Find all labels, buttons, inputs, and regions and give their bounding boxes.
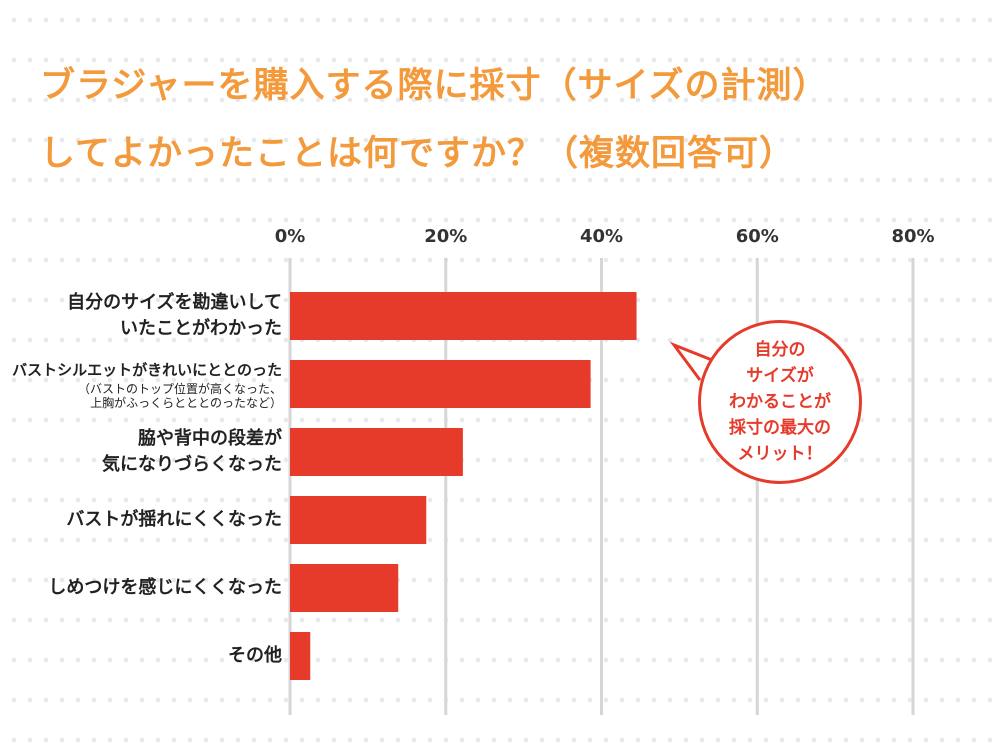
annotation-bubble: 自分の サイズが わかることが 採寸の最大の メリット！	[698, 320, 862, 484]
bar	[290, 632, 311, 680]
category-label: バストが揺れにくくなった	[66, 509, 282, 530]
tick-label: 80%	[891, 226, 934, 247]
bar	[290, 292, 637, 340]
category-label: 脇や背中の段差が 気になりづらくなった	[102, 428, 282, 475]
category-label: その他	[228, 645, 282, 666]
bar	[290, 428, 463, 476]
tick-label: 60%	[736, 226, 779, 247]
chart-title: ブラジャーを購入する際に採寸（サイズの計測）してよかったことは何ですか？（複数回…	[40, 66, 829, 174]
bar	[290, 496, 427, 544]
category-note: （バストのトップ位置が高くなった、 上胸がふっくらとととのったなど）	[77, 382, 282, 410]
tick-label: 20%	[424, 226, 467, 247]
bar	[290, 564, 399, 612]
category-label: 自分のサイズを勘違いして いたことがわかった	[67, 292, 282, 339]
tick-label: 40%	[580, 226, 623, 247]
tick-label: 0%	[275, 226, 306, 247]
bar	[290, 360, 591, 408]
category-label: しめつけを感じにくくなった	[48, 577, 282, 598]
category-label: バストシルエットがきれいにととのった （バストのトップ位置が高くなった、 上胸がふ…	[12, 361, 282, 410]
